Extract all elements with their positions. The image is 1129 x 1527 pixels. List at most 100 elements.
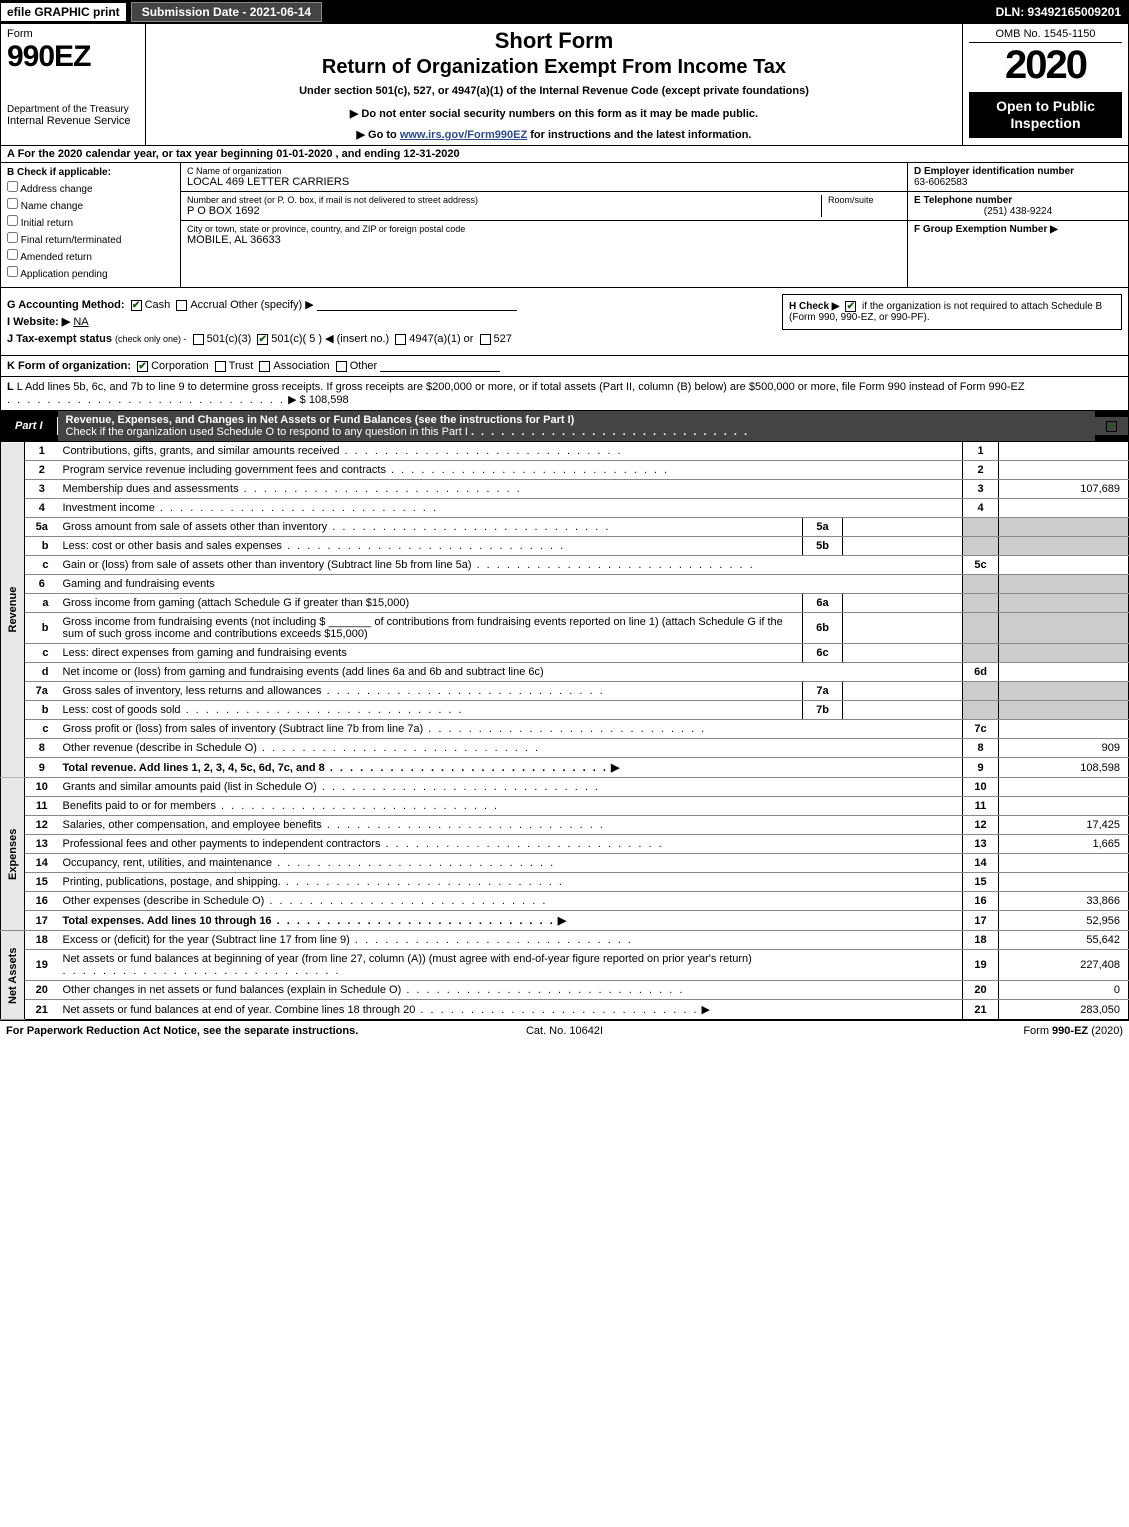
- h-checkbox[interactable]: [845, 301, 856, 312]
- k-label: K Form of organization:: [7, 360, 131, 372]
- efile-print-button[interactable]: efile GRAPHIC print: [0, 2, 127, 22]
- ln20-rv: 0: [999, 981, 1129, 1000]
- footer-right-prefix: Form: [1023, 1025, 1052, 1037]
- cb-amended-return[interactable]: Amended return: [7, 249, 174, 263]
- ln6d-rv: [999, 663, 1129, 682]
- ln7a-rn-shaded: [963, 682, 999, 701]
- j-501c-checkbox[interactable]: [257, 334, 268, 345]
- submission-date-button[interactable]: Submission Date - 2021-06-14: [131, 2, 322, 22]
- ln17-rn: 17: [963, 911, 999, 931]
- k-other-label: Other: [350, 360, 378, 372]
- part1-schedule-o-checkbox[interactable]: [1106, 421, 1117, 432]
- j-4947-checkbox[interactable]: [395, 334, 406, 345]
- ln10-num: 10: [25, 778, 59, 797]
- k-assoc-checkbox[interactable]: [259, 361, 270, 372]
- j-501c3-checkbox[interactable]: [193, 334, 204, 345]
- ln11-desc: Benefits paid to or for members: [63, 800, 216, 812]
- addr-value: P O BOX 1692: [187, 205, 821, 217]
- ln7b-rv-shaded: [999, 701, 1129, 720]
- section-bcdef: B Check if applicable: Address change Na…: [0, 163, 1129, 288]
- part1-title: Revenue, Expenses, and Changes in Net As…: [58, 411, 1095, 441]
- cb-amended-return-label: Amended return: [20, 252, 92, 263]
- ln16-rn: 16: [963, 892, 999, 911]
- header-mid: Short Form Return of Organization Exempt…: [146, 24, 963, 145]
- ln13-rv: 1,665: [999, 835, 1129, 854]
- ln12-rv: 17,425: [999, 816, 1129, 835]
- ln7b-desc: Less: cost of goods sold: [63, 704, 181, 716]
- ln6a-rn-shaded: [963, 594, 999, 613]
- ln15-desc: Printing, publications, postage, and shi…: [63, 876, 281, 888]
- j-527-checkbox[interactable]: [480, 334, 491, 345]
- cb-name-change[interactable]: Name change: [7, 198, 174, 212]
- cb-initial-return[interactable]: Initial return: [7, 215, 174, 229]
- side-label-revenue: Revenue: [1, 442, 25, 778]
- ln11-num: 11: [25, 797, 59, 816]
- header-left: Form 990EZ Department of the Treasury In…: [1, 24, 146, 145]
- footer-mid: Cat. No. 10642I: [378, 1025, 750, 1037]
- ln10-desc: Grants and similar amounts paid (list in…: [63, 781, 317, 793]
- ln5b-rv-shaded: [999, 537, 1129, 556]
- ln7a-num: 7a: [25, 682, 59, 701]
- cb-application-pending-label: Application pending: [20, 269, 107, 280]
- ln11-rv: [999, 797, 1129, 816]
- ln7a-in: 7a: [803, 682, 843, 701]
- ln7b-rn-shaded: [963, 701, 999, 720]
- k-corp-checkbox[interactable]: [137, 361, 148, 372]
- ln5a-iv: [843, 518, 963, 537]
- ln1-rn: 1: [963, 442, 999, 461]
- footer-left: For Paperwork Reduction Act Notice, see …: [6, 1025, 378, 1037]
- under-section: Under section 501(c), 527, or 4947(a)(1)…: [154, 85, 954, 97]
- ln6b-num: b: [25, 613, 59, 644]
- group-exemption-label: F Group Exemption Number ▶: [914, 224, 1058, 235]
- k-other-checkbox[interactable]: [336, 361, 347, 372]
- j-label: J Tax-exempt status: [7, 333, 112, 345]
- section-b: B Check if applicable: Address change Na…: [1, 163, 181, 287]
- ln2-desc: Program service revenue including govern…: [63, 464, 386, 476]
- cb-final-return[interactable]: Final return/terminated: [7, 232, 174, 246]
- part1-checkbox-cell: [1095, 417, 1128, 435]
- ln12-desc: Salaries, other compensation, and employ…: [63, 819, 322, 831]
- ein-label: D Employer identification number: [914, 166, 1122, 177]
- g-other-blank[interactable]: [317, 299, 517, 311]
- ln6c-num: c: [25, 644, 59, 663]
- k-assoc-label: Association: [273, 360, 329, 372]
- section-h-box: H Check ▶ if the organization is not req…: [782, 294, 1122, 330]
- ln6-num: 6: [25, 575, 59, 594]
- ln2-rn: 2: [963, 461, 999, 480]
- ln20-rn: 20: [963, 981, 999, 1000]
- ln5c-rn: 5c: [963, 556, 999, 575]
- ln6b-desc: Gross income from fundraising events (no…: [63, 616, 783, 640]
- ln6-rn-shaded: [963, 575, 999, 594]
- ln6a-num: a: [25, 594, 59, 613]
- ln9-num: 9: [25, 758, 59, 778]
- footer-right-form: 990-EZ: [1052, 1025, 1088, 1037]
- k-other-blank[interactable]: [380, 360, 500, 372]
- ln4-rv: [999, 499, 1129, 518]
- ln8-desc: Other revenue (describe in Schedule O): [63, 742, 257, 754]
- org-name-value: LOCAL 469 LETTER CARRIERS: [187, 176, 901, 188]
- open-public-badge: Open to Public Inspection: [969, 92, 1122, 138]
- goto-link[interactable]: www.irs.gov/Form990EZ: [400, 129, 527, 141]
- ln16-rv: 33,866: [999, 892, 1129, 911]
- ln10-rv: [999, 778, 1129, 797]
- ln6c-rn-shaded: [963, 644, 999, 663]
- dln-label: DLN: 93492165009201: [988, 3, 1129, 21]
- goto-prefix: ▶ Go to: [357, 129, 400, 141]
- row-a-tax-year: A For the 2020 calendar year, or tax yea…: [0, 146, 1129, 163]
- cb-address-change[interactable]: Address change: [7, 181, 174, 195]
- ln5b-desc: Less: cost or other basis and sales expe…: [63, 540, 283, 552]
- ln13-rn: 13: [963, 835, 999, 854]
- ln7b-num: b: [25, 701, 59, 720]
- l-arrow: ▶ $: [288, 394, 306, 406]
- g-accrual-checkbox[interactable]: [176, 300, 187, 311]
- ln6a-in: 6a: [803, 594, 843, 613]
- k-trust-checkbox[interactable]: [215, 361, 226, 372]
- ln13-num: 13: [25, 835, 59, 854]
- form-number: 990EZ: [7, 40, 139, 74]
- ln6a-rv-shaded: [999, 594, 1129, 613]
- dept-treasury: Department of the Treasury: [7, 104, 139, 115]
- g-cash-checkbox[interactable]: [131, 300, 142, 311]
- ln6d-desc: Net income or (loss) from gaming and fun…: [63, 666, 544, 678]
- cb-application-pending[interactable]: Application pending: [7, 266, 174, 280]
- ln6a-iv: [843, 594, 963, 613]
